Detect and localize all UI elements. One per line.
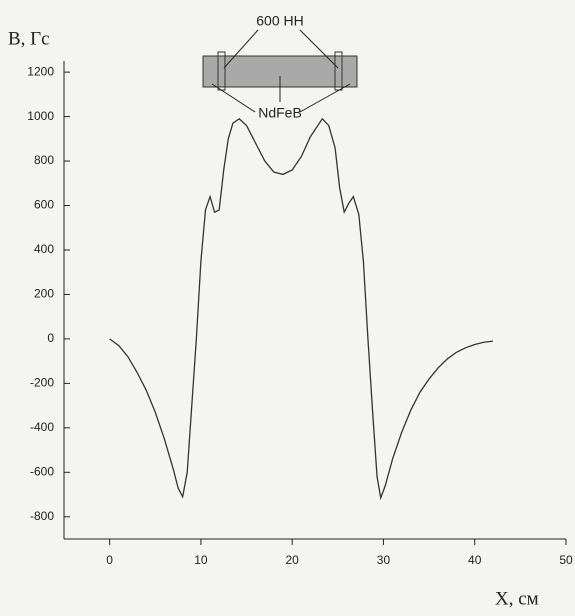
y-tick-label: -600 (30, 464, 54, 478)
y-tick-label: 1000 (27, 109, 54, 123)
y-tick-label: -200 (30, 376, 54, 390)
magnet-inset: 600 НН NdFeB (202, 13, 358, 121)
arrow (223, 29, 259, 69)
y-tick-label: 800 (34, 153, 54, 167)
y-tick-label: -800 (30, 509, 54, 523)
arrow (299, 83, 351, 113)
y-axis-label: B, Гс (8, 28, 50, 49)
x-tick-label: 10 (194, 553, 208, 567)
x-axis-label: X, см (495, 588, 539, 609)
data-line (109, 117, 494, 501)
x-tick-label: 30 (377, 553, 391, 567)
arrow (211, 83, 256, 113)
annotation: NdFeB (258, 105, 302, 121)
y-tick-label: 400 (34, 242, 54, 256)
x-tick-label: 20 (286, 553, 300, 567)
arrow (299, 29, 339, 69)
y-tick-label: 1200 (27, 64, 54, 78)
x-tick-label: 50 (559, 553, 573, 567)
annotation: 600 НН (256, 13, 303, 29)
y-tick-label: 0 (47, 331, 54, 345)
y-tick-label: 200 (34, 287, 54, 301)
x-tick-label: 40 (468, 553, 482, 567)
y-tick-label: -400 (30, 420, 54, 434)
x-tick-label: 0 (106, 553, 113, 567)
y-tick-label: 600 (34, 198, 54, 212)
